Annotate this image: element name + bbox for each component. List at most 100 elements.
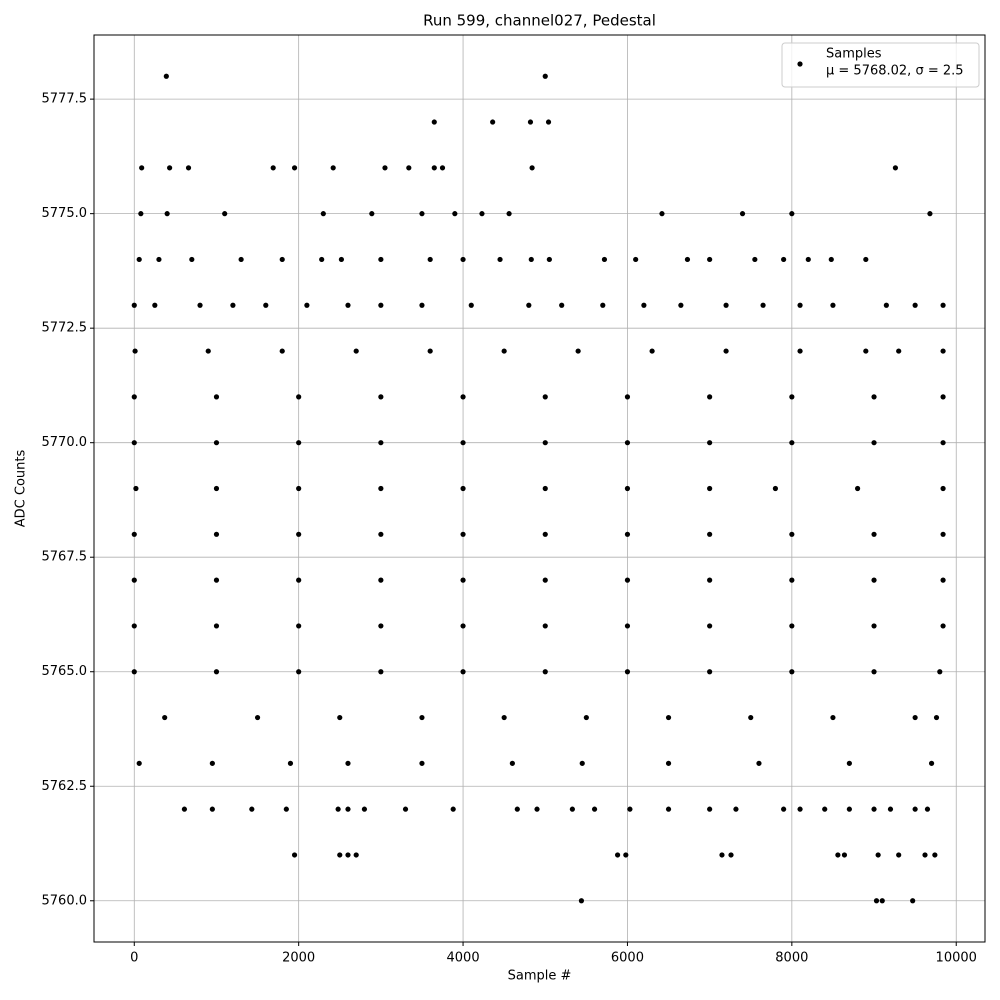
data-point (263, 302, 269, 308)
data-point (431, 119, 437, 125)
data-point (569, 806, 575, 812)
data-point (871, 440, 877, 446)
legend-marker (797, 61, 803, 67)
data-point (131, 394, 137, 400)
data-point (497, 256, 503, 263)
data-point (189, 256, 195, 263)
data-point (542, 73, 548, 79)
data-point (940, 531, 946, 537)
legend-note: μ = 5768.02, σ = 2.5 (826, 64, 964, 79)
data-point (138, 211, 144, 217)
data-point (879, 898, 885, 904)
data-point (345, 852, 351, 858)
data-point (378, 577, 384, 583)
data-point (723, 302, 729, 308)
data-point (665, 714, 672, 721)
data-point (910, 898, 916, 904)
data-point (542, 440, 548, 446)
data-point (723, 348, 729, 354)
data-point (460, 623, 466, 629)
data-point (707, 440, 713, 446)
data-point (345, 806, 351, 812)
data-point (892, 165, 899, 171)
data-point (896, 852, 902, 858)
data-point (460, 669, 466, 675)
data-point (450, 806, 456, 812)
data-point (863, 348, 869, 354)
data-point (213, 440, 220, 446)
data-point (287, 760, 294, 766)
data-point (213, 623, 220, 629)
data-point (707, 394, 713, 400)
data-point (545, 119, 552, 125)
data-point (213, 394, 220, 400)
data-point (789, 531, 795, 537)
data-point (209, 760, 215, 766)
data-point (402, 806, 409, 812)
data-point (542, 485, 548, 492)
data-point (345, 760, 351, 766)
data-point (131, 531, 137, 537)
data-point (460, 440, 466, 446)
data-point (378, 623, 384, 629)
data-point (933, 714, 940, 721)
data-point (940, 577, 946, 583)
x-tick-label: 6000 (611, 951, 644, 966)
data-point (883, 302, 889, 308)
data-point (624, 394, 631, 400)
x-tick-label: 8000 (775, 951, 808, 966)
data-point (624, 669, 631, 675)
data-point (641, 302, 647, 308)
data-point (131, 669, 137, 675)
data-point (871, 669, 877, 675)
data-point (460, 394, 466, 400)
data-point (828, 256, 834, 263)
data-point (940, 348, 946, 354)
data-point (614, 852, 621, 858)
data-point (460, 531, 466, 537)
data-point (136, 760, 142, 766)
data-point (185, 165, 192, 171)
data-point (846, 760, 852, 766)
data-point (600, 302, 606, 308)
data-point (419, 760, 425, 766)
data-point (739, 211, 746, 217)
data-point (406, 165, 412, 171)
data-point (378, 440, 384, 446)
data-point (527, 119, 534, 125)
data-point (912, 714, 918, 721)
data-point (728, 852, 734, 858)
data-point (896, 348, 902, 354)
data-point (924, 806, 931, 812)
data-point (932, 852, 938, 858)
data-point (624, 577, 631, 583)
data-point (296, 669, 302, 675)
data-point (361, 806, 368, 812)
data-point (665, 806, 672, 812)
data-point (940, 394, 946, 400)
data-point (781, 256, 787, 263)
data-point (238, 256, 244, 263)
data-point (542, 669, 548, 675)
data-point (378, 302, 384, 308)
data-point (624, 531, 631, 537)
y-tick-label: 5775.0 (42, 206, 88, 221)
data-point (583, 714, 589, 721)
data-point (419, 302, 425, 308)
data-point (624, 440, 631, 446)
data-point (337, 852, 343, 858)
data-point (337, 714, 343, 721)
data-point (940, 485, 946, 492)
data-point (528, 256, 534, 263)
data-point (296, 440, 302, 446)
data-point (748, 714, 754, 721)
y-tick-label: 5765.0 (42, 664, 88, 679)
data-point (591, 806, 598, 812)
data-point (378, 485, 384, 492)
data-point (353, 348, 359, 354)
data-point (296, 394, 302, 400)
y-axis-label: ADC Counts (14, 450, 29, 528)
data-point (283, 806, 289, 812)
plot-frame (93, 34, 986, 943)
